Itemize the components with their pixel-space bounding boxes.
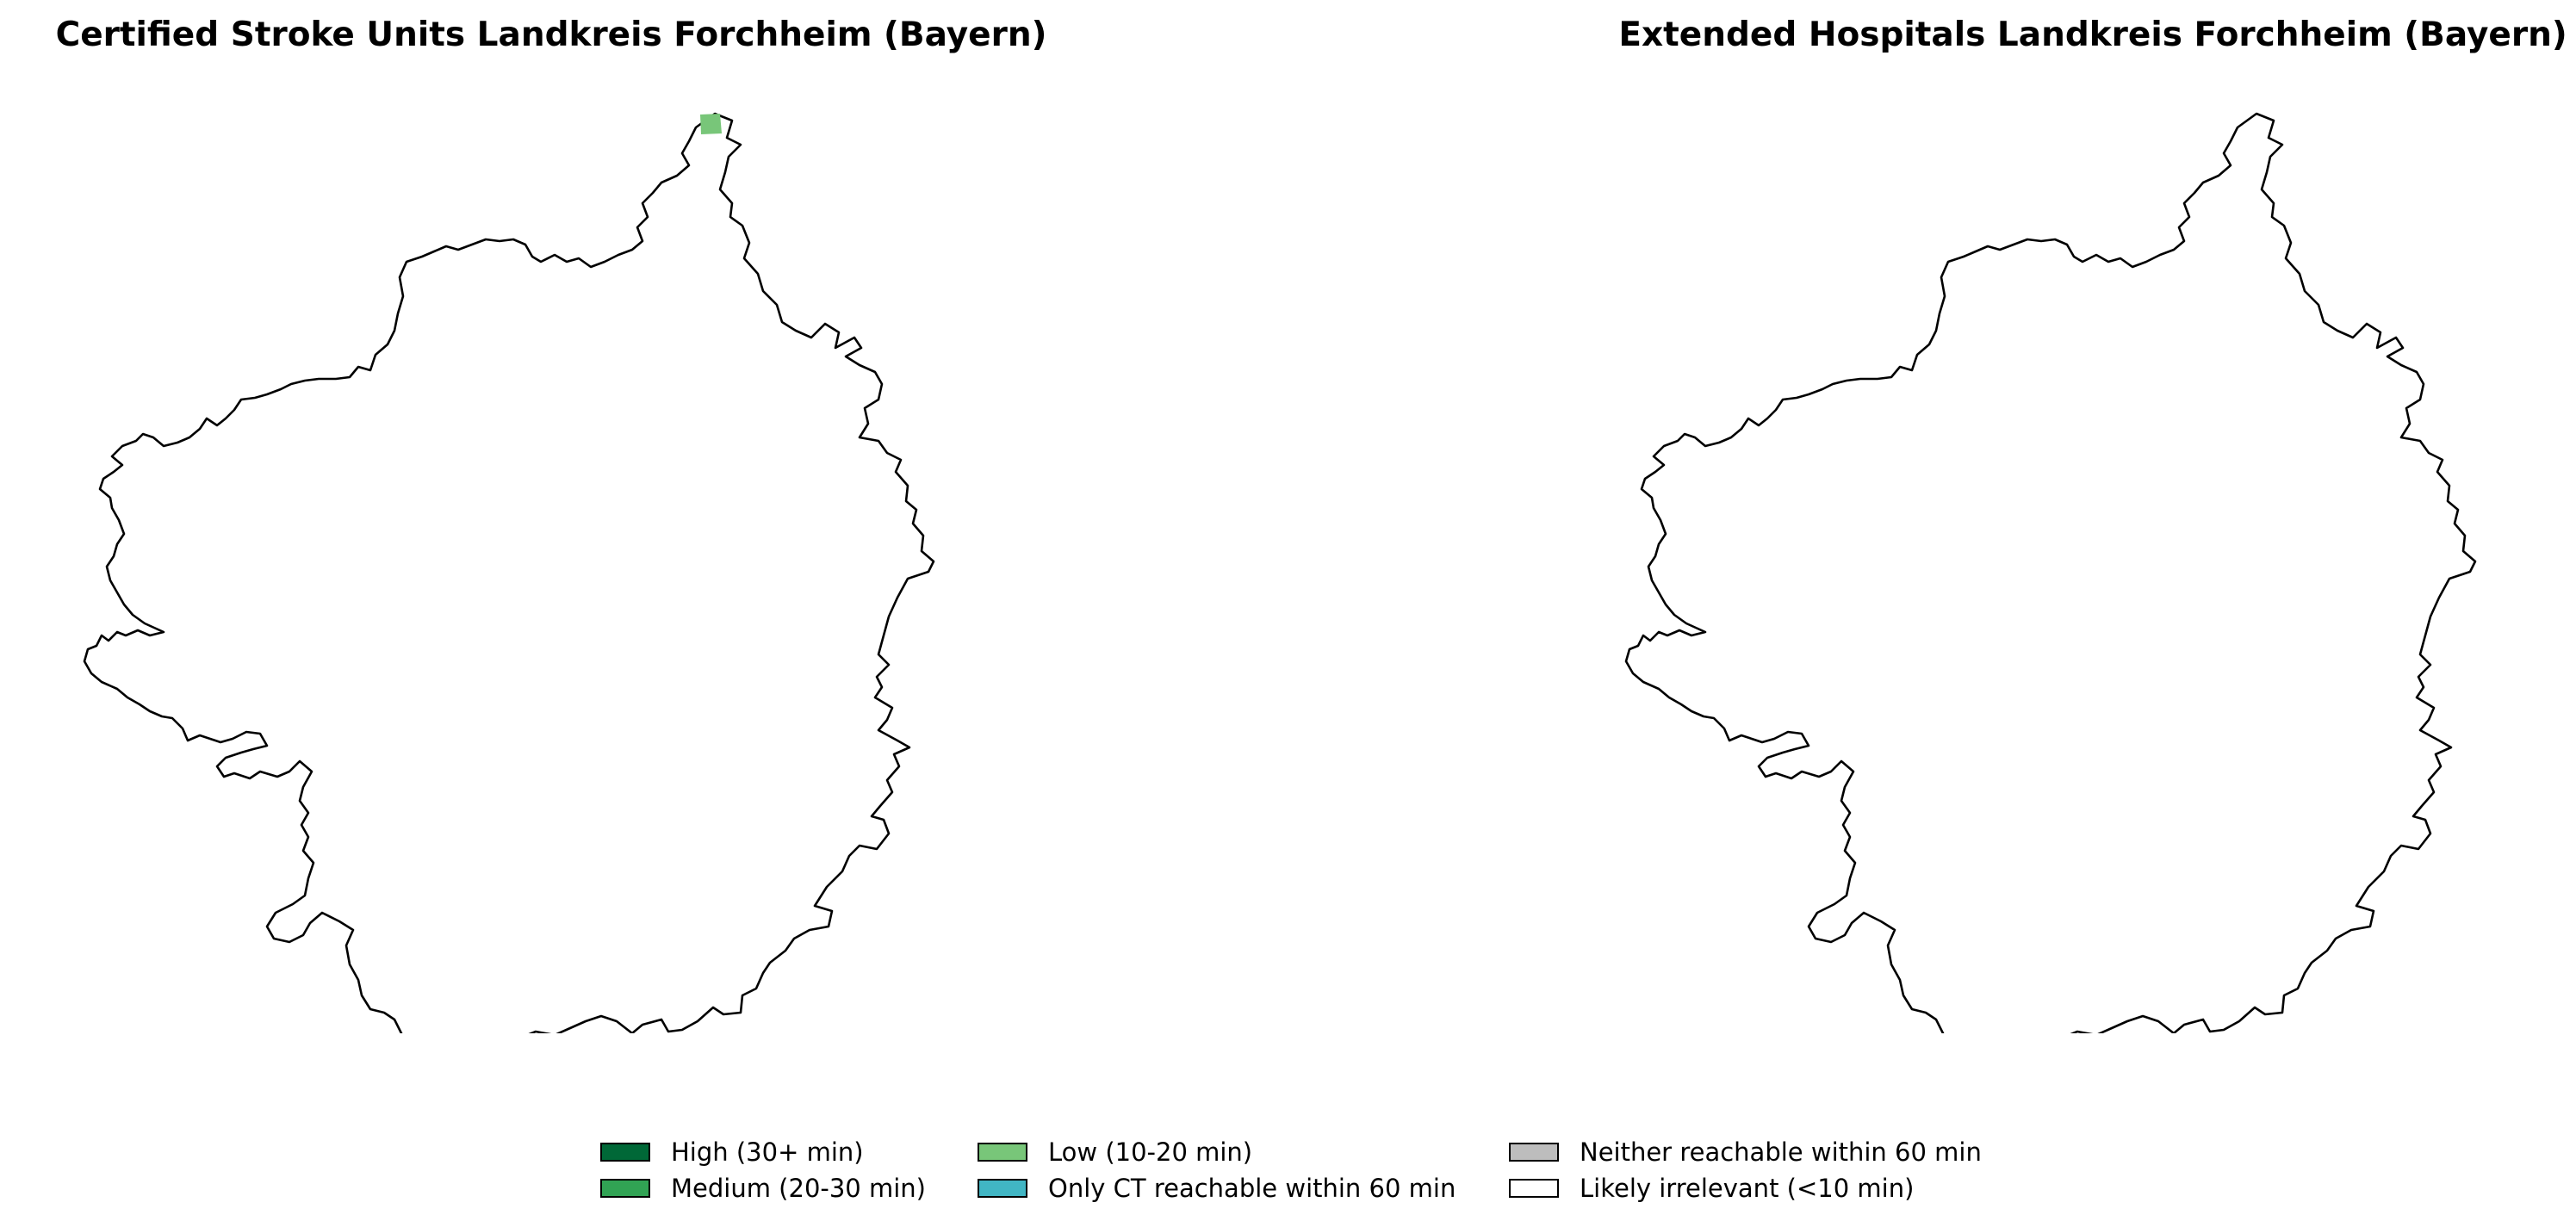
legend-label-neither: Neither reachable within 60 min [1580, 1137, 1982, 1167]
legend-swatch-low [978, 1143, 1027, 1162]
legend-label-low: Low (10-20 min) [1048, 1137, 1253, 1167]
map-title-extended-hospitals: Extended Hospitals Landkreis Forchheim (… [1618, 15, 2567, 54]
legend-item-neither: Neither reachable within 60 min [1509, 1135, 1982, 1169]
district-outline-forchheim [1624, 112, 2477, 1033]
legend-swatch-ct-only [978, 1179, 1027, 1198]
legend-item-high: High (30+ min) [600, 1135, 864, 1169]
legend-item-low: Low (10-20 min) [978, 1135, 1252, 1169]
map-panel-extended-hospitals: Extended Hospitals Landkreis Forchheim (… [1576, 0, 2576, 1033]
legend-swatch-neither [1509, 1143, 1559, 1162]
map-forchheim-extended-hospitals [1624, 112, 2477, 1033]
legend-label-high: High (30+ min) [671, 1137, 864, 1167]
legend-swatch-high [600, 1143, 650, 1162]
district-outline-forchheim [83, 112, 935, 1033]
legend: High (30+ min) Medium (20-30 min) Low (1… [600, 1135, 2064, 1221]
legend-item-ct-only: Only CT reachable within 60 min [978, 1171, 1456, 1206]
legend-label-ct-only: Only CT reachable within 60 min [1048, 1174, 1456, 1203]
legend-swatch-irrelevant [1509, 1179, 1559, 1198]
legend-swatch-medium [600, 1179, 650, 1198]
map-title-stroke-units: Certified Stroke Units Landkreis Forchhe… [55, 15, 1047, 54]
map-forchheim-stroke-units [83, 112, 935, 1033]
legend-item-medium: Medium (20-30 min) [600, 1171, 926, 1206]
map-panel-stroke-units: Certified Stroke Units Landkreis Forchhe… [34, 0, 1068, 1033]
reachability-cell-low [700, 114, 722, 134]
legend-label-medium: Medium (20-30 min) [671, 1174, 926, 1203]
legend-item-irrelevant: Likely irrelevant (<10 min) [1509, 1171, 1914, 1206]
legend-label-irrelevant: Likely irrelevant (<10 min) [1580, 1174, 1915, 1203]
